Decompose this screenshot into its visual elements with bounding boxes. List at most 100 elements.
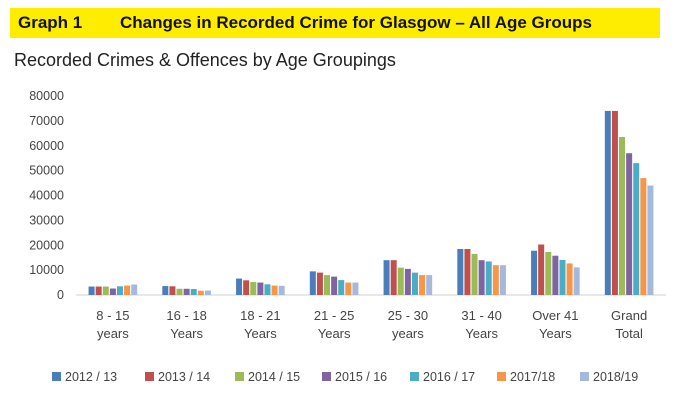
bar-2016-17-4 [411, 272, 418, 295]
bar-2016-17-6 [559, 259, 566, 295]
x-category-label: Years [244, 326, 277, 341]
x-category-label: Years [170, 326, 203, 341]
x-category-label: Over 41 [532, 308, 578, 323]
bar-2012-13-3 [309, 271, 316, 295]
graph-title-banner: Graph 1 Changes in Recorded Crime for Gl… [10, 8, 660, 38]
x-category-label: 16 - 18 [166, 308, 206, 323]
bar-2017-18-7 [640, 178, 647, 295]
bar-2016-17-0 [116, 286, 123, 295]
bar-2015-16-0 [109, 288, 116, 295]
bar-2018-19-4 [426, 275, 433, 295]
legend-swatch [322, 372, 331, 381]
x-category-label: Grand [611, 308, 647, 323]
bar-2012-13-7 [604, 110, 611, 295]
legend-swatch [52, 372, 61, 381]
bar-2012-13-2 [236, 278, 243, 295]
bar-2012-13-0 [88, 286, 95, 295]
bar-2016-17-7 [633, 163, 640, 295]
graph-number: Graph 1 [18, 13, 83, 32]
bar-2016-17-5 [485, 261, 492, 295]
y-tick-label: 20000 [29, 238, 64, 252]
x-category-label: Years [465, 326, 498, 341]
legend-swatch [410, 372, 419, 381]
bar-2018-19-7 [647, 185, 654, 295]
bar-2015-16-2 [257, 282, 264, 295]
bar-2013-14-5 [464, 248, 471, 295]
bar-2015-16-3 [331, 276, 338, 295]
bar-2014-15-5 [471, 253, 478, 295]
y-tick-label: 80000 [29, 89, 64, 103]
y-tick-label: 0 [57, 288, 64, 302]
x-category-label: Years [318, 326, 351, 341]
bar-2017-18-3 [345, 282, 352, 295]
bar-2017-18-4 [419, 275, 426, 295]
bar-2017-18-6 [566, 263, 573, 295]
bar-2015-16-1 [183, 288, 190, 295]
bar-2018-19-3 [352, 282, 359, 295]
legend-label: 2017/18 [510, 370, 555, 384]
bar-2014-15-3 [324, 275, 331, 295]
y-tick-label: 70000 [29, 114, 64, 128]
bar-2013-14-1 [169, 286, 176, 295]
bar-2013-14-7 [611, 110, 618, 295]
legend-label: 2012 / 13 [65, 370, 117, 384]
bar-2014-15-1 [176, 288, 183, 295]
x-category-label: years [392, 326, 424, 341]
bar-2014-15-0 [102, 286, 109, 295]
bar-2014-15-4 [397, 267, 404, 295]
x-category-label: 8 - 15 [96, 308, 129, 323]
bar-2018-19-0 [131, 284, 138, 295]
y-tick-label: 50000 [29, 164, 64, 178]
bar-2015-16-4 [404, 268, 411, 295]
legend-label: 2013 / 14 [158, 370, 210, 384]
bar-2017-18-1 [197, 290, 204, 295]
y-tick-label: 40000 [29, 189, 64, 203]
bar-2018-19-6 [573, 267, 580, 295]
bar-2015-16-5 [478, 260, 485, 295]
chart-title: Recorded Crimes & Offences by Age Groupi… [14, 50, 396, 70]
x-category-label: 31 - 40 [461, 308, 501, 323]
legend-swatch [235, 372, 244, 381]
legend-label: 2014 / 15 [248, 370, 300, 384]
bar-2013-14-0 [95, 286, 102, 295]
y-tick-label: 30000 [29, 213, 64, 227]
legend-label: 2016 / 17 [423, 370, 475, 384]
bar-2012-13-5 [457, 248, 464, 295]
legend-swatch [497, 372, 506, 381]
graph-title: Changes in Recorded Crime for Glasgow – … [120, 13, 592, 32]
bar-2015-16-6 [552, 255, 559, 295]
legend-swatch [580, 372, 589, 381]
x-category-label: 18 - 21 [240, 308, 280, 323]
bar-2013-14-6 [538, 244, 545, 295]
x-category-label: Total [615, 326, 643, 341]
bar-2012-13-1 [162, 286, 169, 295]
bar-2014-15-7 [619, 137, 626, 295]
bar-2014-15-2 [250, 282, 257, 295]
x-category-label: 25 - 30 [388, 308, 428, 323]
bar-2012-13-4 [383, 260, 390, 295]
bar-2016-17-2 [264, 284, 271, 295]
legend-swatch [145, 372, 154, 381]
legend-label: 2015 / 16 [335, 370, 387, 384]
bar-2013-14-4 [390, 260, 397, 295]
bar-2017-18-0 [124, 285, 131, 295]
bar-2014-15-6 [545, 251, 552, 295]
x-category-label: 21 - 25 [314, 308, 354, 323]
bar-2012-13-6 [531, 250, 538, 295]
bar-2016-17-1 [190, 289, 197, 295]
bar-2013-14-2 [243, 280, 250, 295]
bar-2018-19-5 [499, 265, 506, 295]
y-tick-label: 10000 [29, 263, 64, 277]
bar-2013-14-3 [316, 272, 323, 295]
bar-2017-18-2 [271, 285, 278, 295]
bar-2018-19-2 [278, 285, 285, 295]
y-tick-label: 60000 [29, 139, 64, 153]
x-category-label: years [97, 326, 129, 341]
bar-2018-19-1 [204, 290, 211, 295]
bar-2017-18-5 [492, 265, 499, 295]
bar-2016-17-3 [338, 280, 345, 295]
x-category-label: Years [539, 326, 572, 341]
bar-2015-16-7 [626, 153, 633, 295]
legend-label: 2018/19 [593, 370, 638, 384]
